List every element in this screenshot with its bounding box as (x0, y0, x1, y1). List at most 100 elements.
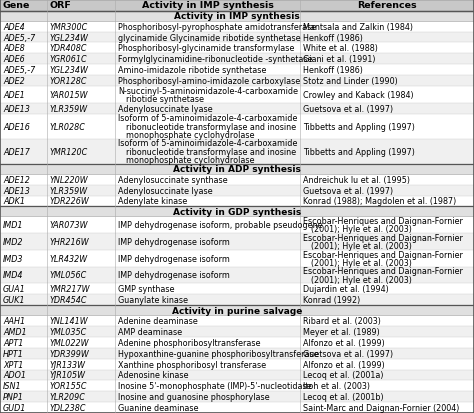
Bar (0, 305, 474, 316)
Text: Isoform of 5-aminoimidazole-4-carboxamide: Isoform of 5-aminoimidazole-4-carboxamid… (118, 139, 297, 148)
Text: HPT1: HPT1 (3, 349, 24, 358)
Text: Adenine phosphoribosyltransferase: Adenine phosphoribosyltransferase (118, 338, 261, 347)
Text: Hypoxanthine-guanine phosphoribosyltransferase: Hypoxanthine-guanine phosphoribosyltrans… (118, 349, 319, 358)
Text: AMD1: AMD1 (3, 327, 27, 336)
Text: GUD1: GUD1 (3, 403, 27, 412)
Text: Stotz and Linder (1990): Stotz and Linder (1990) (303, 77, 398, 86)
Text: GUK1: GUK1 (3, 295, 26, 304)
Bar (0, 337, 474, 348)
Text: Guetsova et al. (1997): Guetsova et al. (1997) (303, 186, 393, 195)
Text: ADE5,-7: ADE5,-7 (3, 66, 35, 75)
Text: Activity in GDP synthesis: Activity in GDP synthesis (173, 207, 301, 216)
Text: PNP1: PNP1 (3, 392, 24, 401)
Text: GUA1: GUA1 (3, 285, 26, 294)
Text: YLR359W: YLR359W (50, 186, 88, 195)
Text: Alfonzo et al. (1999): Alfonzo et al. (1999) (303, 360, 385, 369)
Text: AAH1: AAH1 (3, 316, 25, 325)
Text: (2001); Hyle et al. (2003): (2001); Hyle et al. (2003) (311, 275, 412, 284)
Bar (0, 316, 474, 326)
Text: YDR399W: YDR399W (50, 349, 90, 358)
Text: ORF: ORF (50, 1, 72, 10)
Text: Adenylosuccinate synthase: Adenylosuccinate synthase (118, 175, 228, 184)
Text: YLR359W: YLR359W (50, 104, 88, 114)
Text: monophosphate cyclohydrolase: monophosphate cyclohydrolase (126, 131, 255, 140)
Bar (0, 326, 474, 337)
Text: Meyer et al. (1989): Meyer et al. (1989) (303, 327, 380, 336)
Text: Tibbetts and Appling (1997): Tibbetts and Appling (1997) (303, 147, 415, 157)
Text: YMR120C: YMR120C (50, 147, 88, 157)
Text: ribonucleotide transformylase and inosine: ribonucleotide transformylase and inosin… (126, 122, 296, 131)
Bar (0, 54, 474, 65)
Bar (0, 234, 474, 250)
Bar (0, 196, 474, 207)
Text: YGL234W: YGL234W (50, 33, 89, 43)
Text: Tibbetts and Appling (1997): Tibbetts and Appling (1997) (303, 122, 415, 131)
Text: XPT1: XPT1 (3, 360, 23, 369)
Text: AMP deaminase: AMP deaminase (118, 327, 182, 336)
Text: Lecoq et al. (2001a): Lecoq et al. (2001a) (303, 370, 383, 380)
Bar (0, 87, 474, 104)
Text: Guanine deaminase: Guanine deaminase (118, 403, 199, 412)
Text: Escobar-Henriques and Daignan-Fornier: Escobar-Henriques and Daignan-Fornier (303, 250, 463, 259)
Text: Guetsova et al. (1997): Guetsova et al. (1997) (303, 349, 393, 358)
Text: YOR128C: YOR128C (50, 77, 88, 86)
Bar (0, 33, 474, 43)
Text: YJR105W: YJR105W (50, 370, 86, 380)
Text: Escobar-Henriques and Daignan-Fornier: Escobar-Henriques and Daignan-Fornier (303, 267, 463, 275)
Text: IMD2: IMD2 (3, 237, 24, 247)
Text: Adenosine kinase: Adenosine kinase (118, 370, 189, 380)
Text: Gene: Gene (3, 1, 30, 10)
Text: YML056C: YML056C (50, 271, 87, 280)
Bar (0, 43, 474, 54)
Text: YML035C: YML035C (50, 327, 87, 336)
Text: YGL234W: YGL234W (50, 66, 89, 75)
Text: Adenylosuccinate lyase: Adenylosuccinate lyase (118, 104, 213, 114)
Text: References: References (357, 1, 417, 10)
Text: YMR300C: YMR300C (50, 23, 88, 32)
Text: Inosine and guanosine phosphorylase: Inosine and guanosine phosphorylase (118, 392, 270, 401)
Text: IMD3: IMD3 (3, 254, 24, 263)
Bar (0, 174, 474, 185)
Text: White et al. (1988): White et al. (1988) (303, 44, 378, 53)
Text: glycinamide Glycinamide ribotide synthetase: glycinamide Glycinamide ribotide synthet… (118, 33, 301, 43)
Text: IMP dehydrogenase isoform, probable pseudogene: IMP dehydrogenase isoform, probable pseu… (118, 221, 323, 230)
Bar (0, 76, 474, 87)
Text: Activity in ADP synthesis: Activity in ADP synthesis (173, 165, 301, 174)
Bar (0, 391, 474, 402)
Text: IMP dehydrogenase isoform: IMP dehydrogenase isoform (118, 271, 230, 280)
Text: ADE5,-7: ADE5,-7 (3, 33, 35, 43)
Bar (0, 217, 474, 234)
Text: (2001); Hyle et al. (2003): (2001); Hyle et al. (2003) (311, 225, 412, 234)
Bar (0, 402, 474, 413)
Bar (0, 104, 474, 114)
Text: Formylglycinamidine-ribonucleotide -synthetase: Formylglycinamidine-ribonucleotide -synt… (118, 55, 312, 64)
Bar (0, 359, 474, 370)
Text: ADE12: ADE12 (3, 175, 30, 184)
Text: Lecoq et al. (2001b): Lecoq et al. (2001b) (303, 392, 383, 401)
Text: Phosphoribosyl-glycinamide transformylase: Phosphoribosyl-glycinamide transformylas… (118, 44, 294, 53)
Text: Amino-imidazole ribotide synthetase: Amino-imidazole ribotide synthetase (118, 66, 266, 75)
Text: YDR226W: YDR226W (50, 197, 90, 206)
Text: YDR454C: YDR454C (50, 295, 88, 304)
Text: ADE6: ADE6 (3, 55, 25, 64)
Text: Adenylate kinase: Adenylate kinase (118, 197, 187, 206)
Text: Giani et al. (1991): Giani et al. (1991) (303, 55, 375, 64)
Text: Guanylate kinase: Guanylate kinase (118, 295, 188, 304)
Text: ADE4: ADE4 (3, 23, 25, 32)
Text: YAR015W: YAR015W (50, 90, 89, 100)
Text: N-succinyl-5-aminoimidazole-4-carboxamide: N-succinyl-5-aminoimidazole-4-carboxamid… (118, 86, 298, 95)
Text: YHR216W: YHR216W (50, 237, 90, 247)
Text: Activity in purine salvage: Activity in purine salvage (172, 306, 302, 315)
Text: YGR061C: YGR061C (50, 55, 88, 64)
Text: YNL220W: YNL220W (50, 175, 89, 184)
Text: Saint-Marc and Daignan-Fornier (2004): Saint-Marc and Daignan-Fornier (2004) (303, 403, 459, 412)
Text: (2001); Hyle et al. (2003): (2001); Hyle et al. (2003) (311, 258, 412, 267)
Text: APT1: APT1 (3, 338, 23, 347)
Bar (0, 207, 474, 217)
Text: YLR028C: YLR028C (50, 122, 86, 131)
Text: YDL238C: YDL238C (50, 403, 86, 412)
Bar (0, 250, 474, 267)
Text: YAR073W: YAR073W (50, 221, 89, 230)
Bar (0, 370, 474, 380)
Text: ADE17: ADE17 (3, 147, 30, 157)
